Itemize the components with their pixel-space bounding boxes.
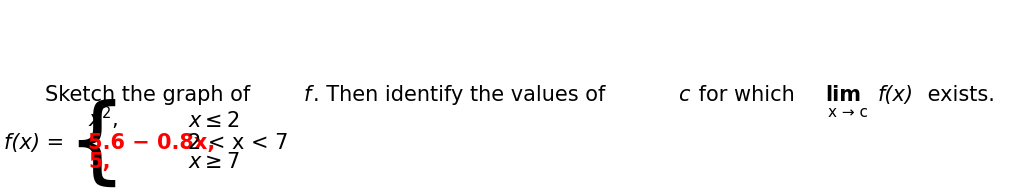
Text: exists.: exists.: [921, 85, 995, 105]
Text: Sketch the graph of: Sketch the graph of: [44, 85, 256, 105]
Text: 2 < x < 7: 2 < x < 7: [188, 133, 288, 153]
Text: 5,: 5,: [88, 152, 111, 172]
Text: $x^2$,: $x^2$,: [88, 105, 118, 132]
Text: 5.6 − 0.8x,: 5.6 − 0.8x,: [88, 133, 215, 153]
Text: f(x) =: f(x) =: [4, 133, 65, 153]
Text: lim: lim: [825, 85, 862, 105]
Text: x → c: x → c: [827, 105, 868, 120]
Text: f(x): f(x): [877, 85, 913, 105]
Text: c: c: [678, 85, 690, 105]
Text: {: {: [67, 99, 126, 191]
Text: $x \leq 2$: $x \leq 2$: [188, 111, 239, 131]
Text: . Then identify the values of: . Then identify the values of: [313, 85, 611, 105]
Text: for which: for which: [692, 85, 795, 105]
Text: f: f: [304, 85, 311, 105]
Text: $x \geq 7$: $x \geq 7$: [188, 152, 240, 172]
